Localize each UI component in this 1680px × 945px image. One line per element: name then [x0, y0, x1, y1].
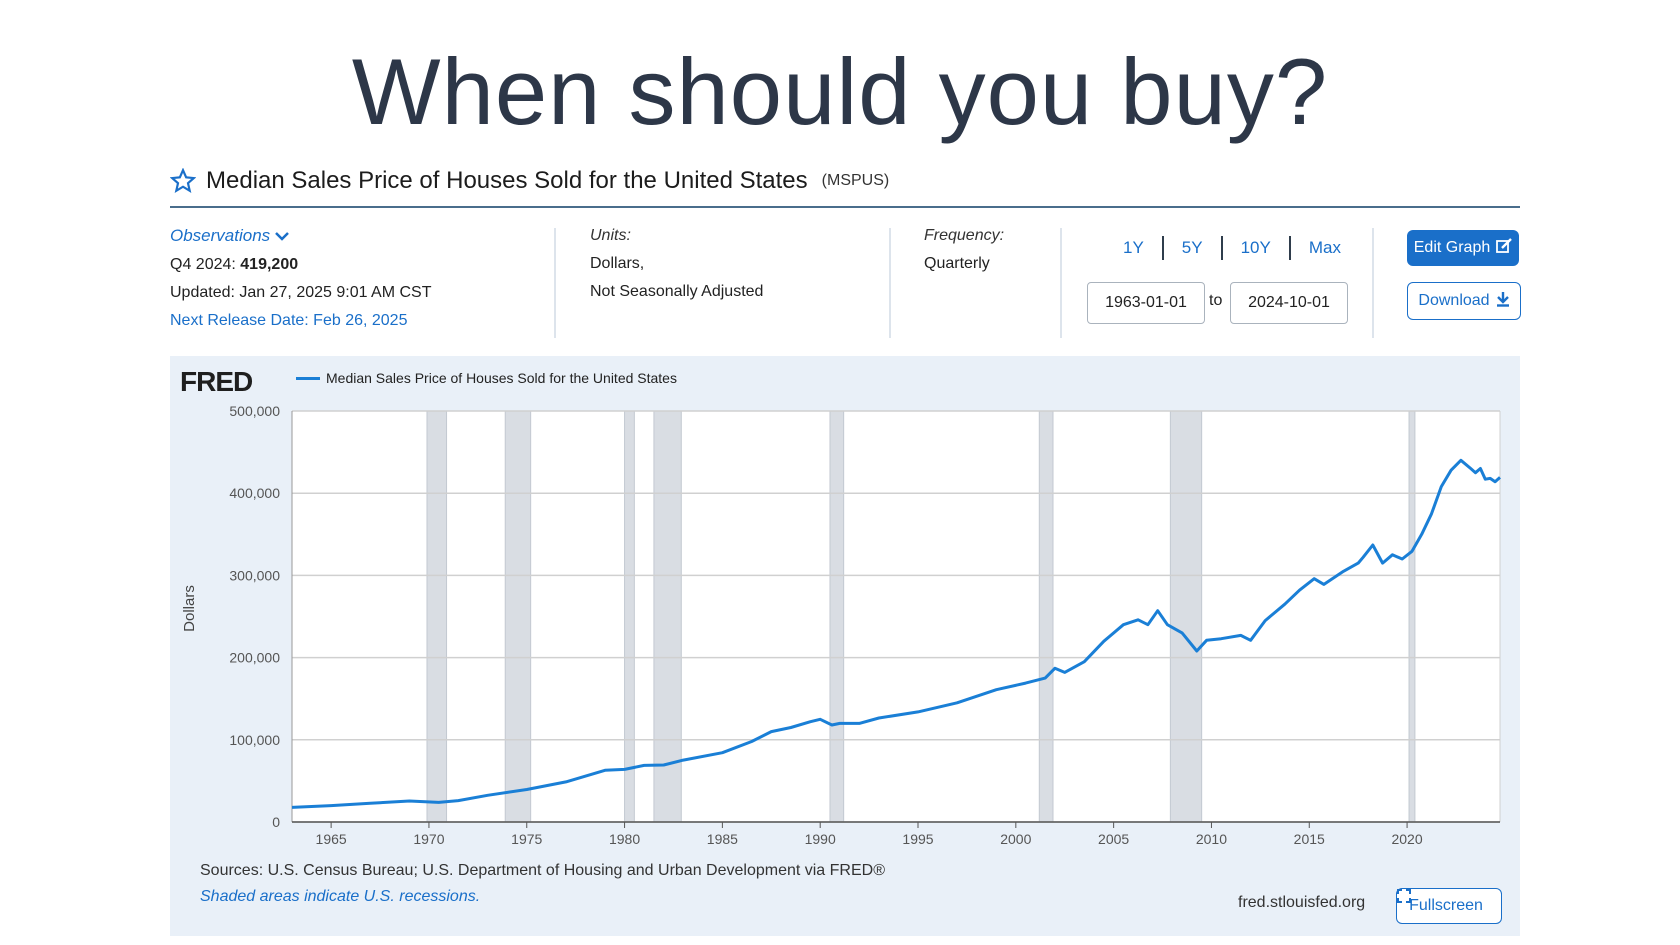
y-tick-label: 0	[272, 814, 280, 830]
recession-band	[829, 410, 845, 823]
download-icon	[1496, 291, 1510, 312]
divider	[554, 228, 556, 338]
observations-label[interactable]: Observations	[170, 226, 271, 245]
x-tick-label: 1990	[805, 831, 836, 847]
range-buttons: 1Y 5Y 10Y Max	[1105, 236, 1359, 260]
observation-period: Q4 2024:	[170, 256, 236, 273]
series-header: Median Sales Price of Houses Sold for th…	[169, 162, 1520, 208]
latest-observation: Q4 2024: 419,200	[170, 251, 432, 279]
legend-label: Median Sales Price of Houses Sold for th…	[326, 370, 677, 386]
chevron-down-icon[interactable]	[274, 228, 289, 245]
units-line-2: Not Seasonally Adjusted	[590, 283, 764, 300]
x-tick-label: 2010	[1196, 831, 1227, 847]
units-label: Units:	[590, 227, 631, 244]
slide-title: When should you buy?	[351, 39, 1329, 144]
y-tick-label: 100,000	[229, 732, 280, 748]
series-metadata: Observations Q4 2024: 419,200 Updated: J…	[170, 222, 1521, 340]
recession-note-link[interactable]: Shaded areas indicate U.S. recessions.	[200, 888, 481, 905]
fred-logo: FRED	[180, 366, 253, 397]
range-max-button[interactable]: Max	[1308, 238, 1341, 257]
line-chart: 0 100,000 200,000 300,000 400,000 500,000 1965…	[229, 403, 1501, 847]
legend-swatch	[296, 376, 320, 380]
recession-band	[504, 410, 532, 823]
recession-band	[624, 410, 635, 823]
frequency-label: Frequency:	[924, 227, 1005, 244]
chart-panel: 0 100,000 200,000 300,000 400,000 500,000 1965…	[170, 356, 1520, 936]
y-tick-label: 300,000	[229, 567, 280, 583]
x-tick-label: 2020	[1391, 831, 1422, 847]
edit-graph-button[interactable]: Edit Graph	[1407, 230, 1519, 266]
divider	[1060, 228, 1062, 338]
y-tick-label: 500,000	[229, 403, 280, 419]
recession-band	[1408, 410, 1416, 823]
series-title: Median Sales Price of Houses Sold for th…	[206, 167, 808, 194]
star-icon[interactable]	[169, 167, 197, 194]
x-tick-label: 2005	[1098, 831, 1129, 847]
observations-column: Observations Q4 2024: 419,200 Updated: J…	[170, 222, 432, 335]
x-tick-label: 1965	[316, 831, 347, 847]
download-label: Download	[1418, 292, 1490, 309]
y-tick-label: 200,000	[229, 650, 280, 666]
y-axis-label: Dollars	[180, 585, 198, 632]
next-release-link[interactable]: Next Release Date: Feb 26, 2025	[170, 312, 408, 329]
x-tick-label: 2015	[1294, 831, 1325, 847]
divider	[889, 228, 891, 338]
divider	[1372, 228, 1374, 338]
frequency-column: Frequency: Quarterly	[924, 222, 1004, 278]
sources-text: Sources: U.S. Census Bureau; U.S. Depart…	[200, 862, 885, 879]
range-10y-button[interactable]: 10Y	[1223, 236, 1291, 260]
y-tick-label: 400,000	[229, 485, 280, 501]
series-line-mspus	[291, 458, 1501, 809]
download-button[interactable]: Download	[1407, 282, 1521, 320]
recession-band	[426, 410, 448, 823]
end-date-input[interactable]: 2024-10-01	[1230, 282, 1348, 324]
edit-graph-label: Edit Graph	[1413, 239, 1491, 256]
x-tick-label: 2000	[1000, 831, 1031, 847]
edit-icon	[1496, 237, 1513, 259]
recession-band	[1038, 410, 1054, 823]
observation-value: 419,200	[240, 256, 299, 273]
to-label: to	[1209, 292, 1223, 309]
updated-text: Updated: Jan 27, 2025 9:01 AM CST	[170, 284, 432, 301]
recession-band	[1169, 410, 1203, 823]
fullscreen-button[interactable]: Fullscreen	[1396, 888, 1502, 924]
fred-url: fred.stlouisfed.org	[1238, 894, 1366, 911]
units-line-1: Dollars,	[590, 255, 645, 272]
plot-area	[292, 411, 1500, 822]
range-1y-button[interactable]: 1Y	[1105, 236, 1164, 260]
fullscreen-label: Fullscreen	[1409, 897, 1483, 914]
x-tick-label: 1985	[707, 831, 738, 847]
recession-band	[653, 410, 682, 823]
range-5y-button[interactable]: 5Y	[1164, 236, 1223, 260]
series-code: (MSPUS)	[821, 172, 890, 189]
x-tick-label: 1995	[902, 831, 933, 847]
x-tick-label: 1975	[511, 831, 542, 847]
units-column: Units: Dollars, Not Seasonally Adjusted	[590, 222, 763, 306]
chart-legend: Median Sales Price of Houses Sold for th…	[296, 370, 677, 386]
x-tick-label: 1980	[609, 831, 640, 847]
observations-toggle[interactable]: Observations	[170, 222, 432, 251]
start-date-input[interactable]: 1963-01-01	[1087, 282, 1205, 324]
x-tick-label: 1970	[413, 831, 444, 847]
frequency-value: Quarterly	[924, 255, 990, 272]
